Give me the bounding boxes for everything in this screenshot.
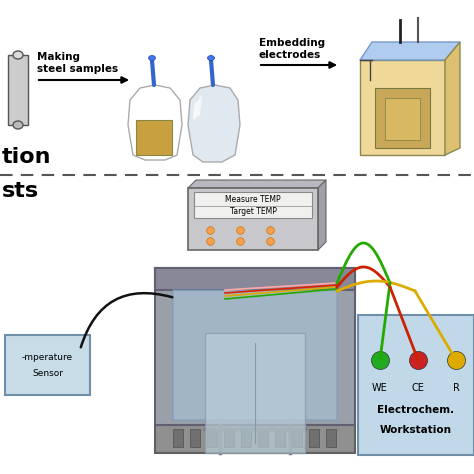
Polygon shape bbox=[318, 180, 326, 250]
Text: Making
steel samples: Making steel samples bbox=[37, 52, 118, 73]
Bar bbox=[190, 429, 200, 447]
Polygon shape bbox=[445, 42, 460, 155]
Text: -mperature: -mperature bbox=[22, 353, 73, 362]
Polygon shape bbox=[193, 95, 202, 120]
Bar bbox=[155, 425, 355, 453]
Ellipse shape bbox=[13, 121, 23, 129]
Bar bbox=[358, 315, 474, 455]
Ellipse shape bbox=[13, 51, 23, 59]
Text: Measure TEMP: Measure TEMP bbox=[225, 195, 281, 204]
Polygon shape bbox=[360, 42, 460, 60]
Text: sts: sts bbox=[2, 181, 39, 201]
Bar bbox=[155, 268, 355, 425]
Bar bbox=[224, 429, 234, 447]
Bar bbox=[207, 429, 217, 447]
Bar bbox=[275, 429, 285, 447]
Polygon shape bbox=[188, 85, 240, 162]
Ellipse shape bbox=[148, 55, 155, 61]
Text: R: R bbox=[453, 383, 459, 393]
Bar bbox=[8, 55, 28, 125]
Text: Workstation: Workstation bbox=[380, 425, 452, 435]
Bar bbox=[205, 333, 305, 453]
Text: Embedding
electrodes: Embedding electrodes bbox=[259, 38, 325, 60]
Bar bbox=[258, 429, 268, 447]
Bar bbox=[194, 192, 312, 218]
Text: Target TEMP: Target TEMP bbox=[229, 208, 276, 217]
Text: Electrochem.: Electrochem. bbox=[377, 405, 455, 415]
Bar bbox=[326, 429, 336, 447]
Polygon shape bbox=[375, 88, 430, 148]
Polygon shape bbox=[188, 180, 326, 188]
Bar bbox=[173, 290, 337, 420]
Bar bbox=[188, 188, 318, 250]
Bar bbox=[173, 429, 183, 447]
Bar bbox=[241, 429, 251, 447]
Text: tion: tion bbox=[2, 147, 52, 167]
Ellipse shape bbox=[208, 55, 215, 61]
Bar bbox=[155, 268, 355, 290]
Bar bbox=[5, 335, 90, 395]
Polygon shape bbox=[360, 60, 445, 155]
Polygon shape bbox=[136, 120, 172, 155]
Polygon shape bbox=[128, 85, 182, 160]
Text: Sensor: Sensor bbox=[32, 370, 63, 379]
Polygon shape bbox=[385, 98, 420, 140]
Text: WE: WE bbox=[372, 383, 388, 393]
Bar bbox=[309, 429, 319, 447]
Text: CE: CE bbox=[411, 383, 424, 393]
Bar bbox=[292, 429, 302, 447]
